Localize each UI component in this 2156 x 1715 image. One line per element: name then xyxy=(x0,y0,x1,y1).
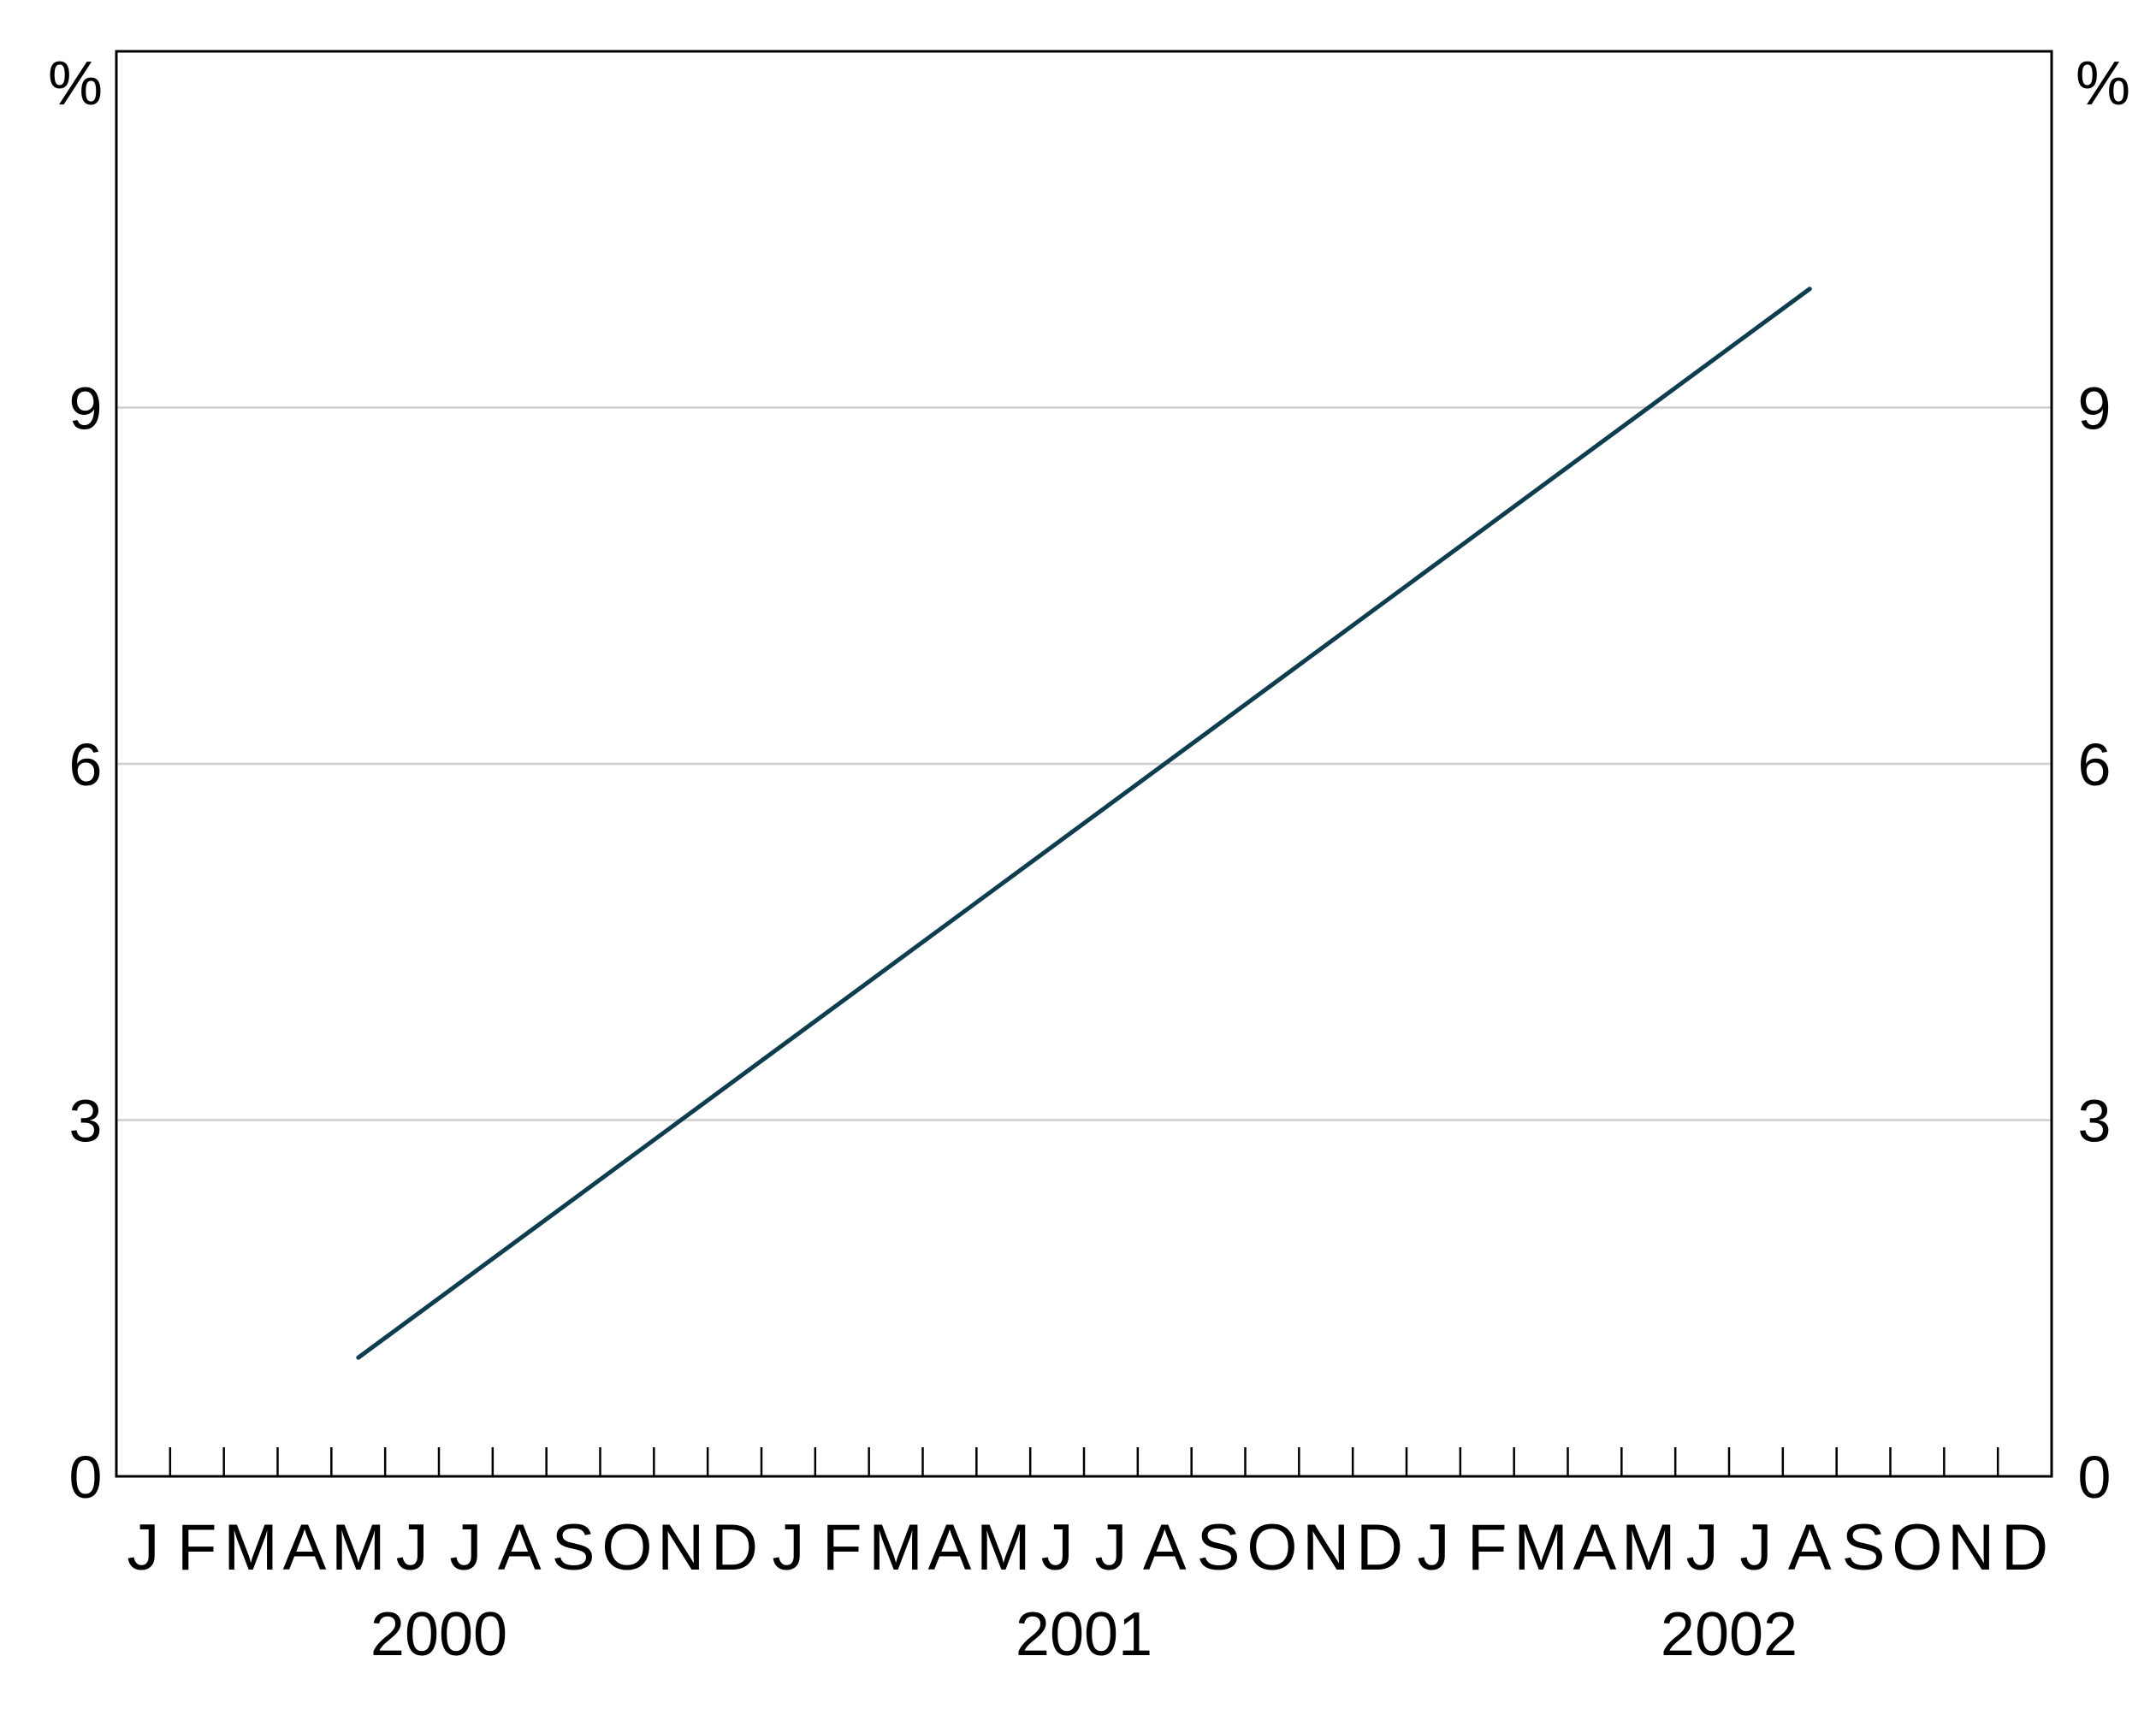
x-tick-label-month: M xyxy=(1621,1511,1675,1584)
x-tick-label-month: J xyxy=(396,1511,429,1584)
plot-frame xyxy=(115,50,2053,1478)
series-line-0 xyxy=(356,287,1812,1360)
x-tick-label-year: 2000 xyxy=(370,1600,507,1669)
y-tick-label-left: 3 xyxy=(69,1088,103,1155)
x-tick-label-month: M xyxy=(331,1511,385,1584)
x-tick-label-month: D xyxy=(1356,1511,1403,1584)
y-axis-unit-left: % xyxy=(48,50,103,118)
x-tick-label-month: M xyxy=(1513,1511,1567,1584)
y-tick-label-right: 9 xyxy=(2078,376,2112,442)
x-tick-label-month: A xyxy=(1788,1511,1832,1584)
y-tick-label-right: 6 xyxy=(2078,731,2112,798)
y-tick-label-left: 6 xyxy=(69,731,103,798)
x-tick-label-month: N xyxy=(657,1511,704,1584)
series-group xyxy=(356,287,1812,1360)
x-tick-label-month: D xyxy=(2001,1511,2048,1584)
x-tick-label-month: J xyxy=(1686,1511,1719,1584)
x-tick-label-month: F xyxy=(177,1511,216,1584)
x-tick-label-month: F xyxy=(822,1511,862,1584)
x-tick-label-month: J xyxy=(127,1511,159,1584)
x-tick-label-month: J xyxy=(772,1511,804,1584)
x-tick-label-month: J xyxy=(1739,1511,1772,1584)
x-tick-label-month: O xyxy=(601,1511,652,1584)
x-axis-labels: J F M A M J J A S O N D J F M A M J J A S O N D J F M A M J J A S O N D2000… xyxy=(127,1511,2048,1669)
y-tick-label-left: 9 xyxy=(69,376,103,442)
y-axis-labels: 0 0 3 3 6 6 9 9 xyxy=(69,376,2112,1511)
x-tick-label-month: A xyxy=(928,1511,972,1584)
x-tick-label-month: M xyxy=(976,1511,1030,1584)
x-tick-label-month: A xyxy=(498,1511,542,1584)
x-tick-label-month: J xyxy=(1417,1511,1449,1584)
x-tick-label-month: N xyxy=(1302,1511,1349,1584)
x-tick-label-month: A xyxy=(283,1511,327,1584)
x-tick-label-month: M xyxy=(223,1511,277,1584)
y-tick-label-right: 0 xyxy=(2078,1444,2112,1511)
x-tick-label-month: D xyxy=(711,1511,758,1584)
x-tick-label-month: O xyxy=(1247,1511,1297,1584)
x-tick-label-month: J xyxy=(1041,1511,1074,1584)
x-tick-label-month: N xyxy=(1947,1511,1994,1584)
x-tick-label-month: J xyxy=(449,1511,482,1584)
gridlines xyxy=(116,406,2052,1121)
x-tick-label-month: S xyxy=(552,1511,595,1584)
x-tick-label-month: M xyxy=(868,1511,922,1584)
x-tick-label-month: S xyxy=(1842,1511,1886,1584)
x-tick-label-year: 2002 xyxy=(1661,1600,1798,1669)
x-tick-label-month: O xyxy=(1892,1511,1942,1584)
x-axis-ticks xyxy=(169,1447,1999,1476)
y-tick-label-left: 0 xyxy=(69,1444,103,1511)
x-tick-label-month: J xyxy=(1094,1511,1127,1584)
y-tick-label-right: 3 xyxy=(2078,1088,2112,1155)
x-tick-label-month: S xyxy=(1197,1511,1241,1584)
x-tick-label-month: A xyxy=(1143,1511,1187,1584)
x-tick-label-month: F xyxy=(1467,1511,1507,1584)
y-axis-unit-right: % xyxy=(2076,50,2130,118)
x-tick-label-year: 2001 xyxy=(1016,1600,1152,1669)
x-tick-label-month: A xyxy=(1573,1511,1617,1584)
